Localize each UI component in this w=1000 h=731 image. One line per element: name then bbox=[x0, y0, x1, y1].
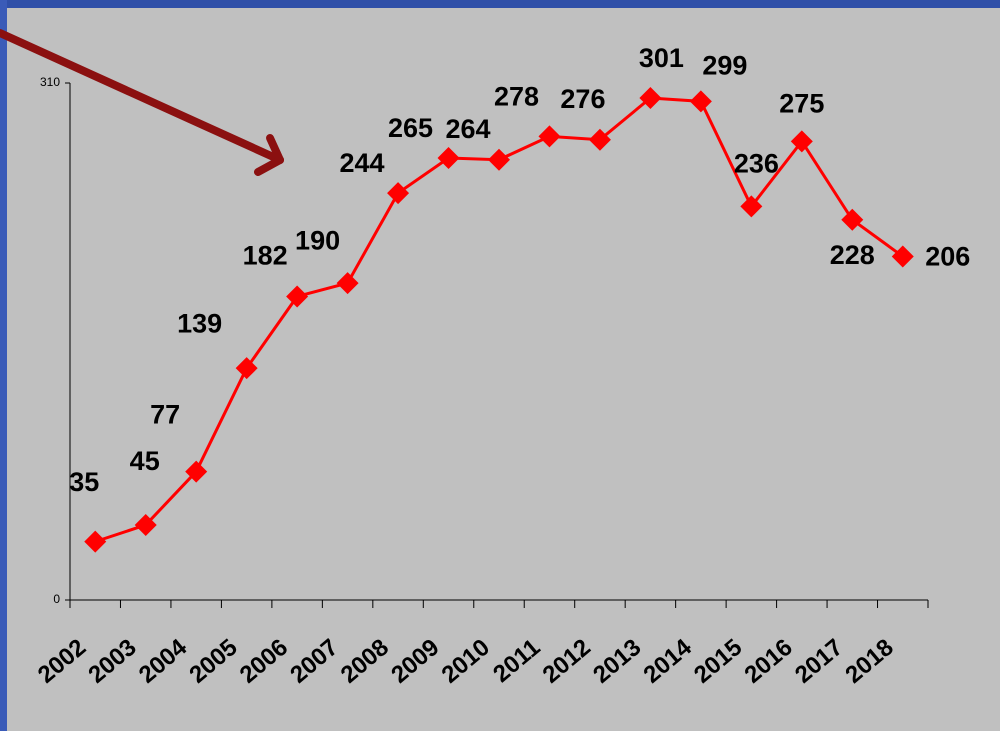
marker bbox=[185, 460, 208, 483]
y-tick-label: 310 bbox=[40, 75, 60, 89]
top-bar bbox=[0, 0, 1000, 8]
data-label: 45 bbox=[130, 446, 160, 476]
x-tick-label: 2017 bbox=[790, 634, 848, 689]
x-tick-label: 2004 bbox=[134, 633, 193, 688]
x-tick-label: 2003 bbox=[83, 634, 141, 689]
data-label: 276 bbox=[560, 84, 605, 114]
data-label: 275 bbox=[779, 88, 824, 118]
data-label: 182 bbox=[243, 241, 288, 271]
marker bbox=[437, 147, 460, 170]
data-label: 35 bbox=[69, 467, 99, 497]
marker bbox=[740, 195, 763, 218]
marker bbox=[538, 125, 561, 148]
marker bbox=[84, 530, 107, 553]
marker bbox=[235, 357, 258, 380]
data-label: 206 bbox=[925, 242, 970, 272]
arrow bbox=[0, 29, 284, 176]
data-label: 139 bbox=[177, 308, 222, 338]
data-label: 236 bbox=[734, 149, 779, 179]
marker bbox=[689, 90, 712, 113]
data-label: 228 bbox=[830, 240, 875, 270]
x-tick-label: 2005 bbox=[184, 634, 242, 689]
x-tick-label: 2014 bbox=[639, 633, 698, 688]
marker bbox=[488, 148, 510, 171]
x-tick-label: 2007 bbox=[285, 634, 343, 689]
x-tick-label: 2010 bbox=[437, 634, 495, 689]
marker bbox=[841, 208, 864, 231]
data-label: 301 bbox=[639, 43, 684, 73]
x-tick-label: 2009 bbox=[386, 634, 444, 689]
marker bbox=[286, 285, 309, 308]
marker bbox=[134, 513, 157, 536]
left-bar bbox=[0, 0, 7, 731]
marker bbox=[790, 130, 813, 153]
marker bbox=[588, 128, 611, 151]
data-label: 244 bbox=[340, 148, 385, 178]
x-tick-label: 2008 bbox=[336, 634, 394, 689]
marker bbox=[387, 182, 410, 205]
x-tick-label: 2002 bbox=[33, 634, 91, 689]
x-tick-label: 2016 bbox=[740, 634, 798, 689]
data-label: 190 bbox=[295, 225, 340, 255]
data-label: 278 bbox=[494, 81, 539, 111]
marker bbox=[336, 272, 359, 295]
y-tick-label: 0 bbox=[53, 592, 60, 606]
x-tick-label: 2006 bbox=[235, 634, 293, 689]
data-label: 265 bbox=[388, 113, 433, 143]
data-label: 299 bbox=[702, 50, 747, 80]
data-label: 77 bbox=[150, 400, 180, 430]
marker bbox=[639, 87, 662, 110]
x-tick-label: 2011 bbox=[488, 634, 545, 688]
x-tick-label: 2012 bbox=[538, 634, 596, 689]
x-tick-label: 2018 bbox=[840, 634, 898, 689]
data-label: 264 bbox=[445, 114, 490, 144]
x-tick-label: 2013 bbox=[588, 634, 646, 689]
marker bbox=[891, 245, 914, 268]
x-tick-label: 2015 bbox=[689, 634, 747, 689]
